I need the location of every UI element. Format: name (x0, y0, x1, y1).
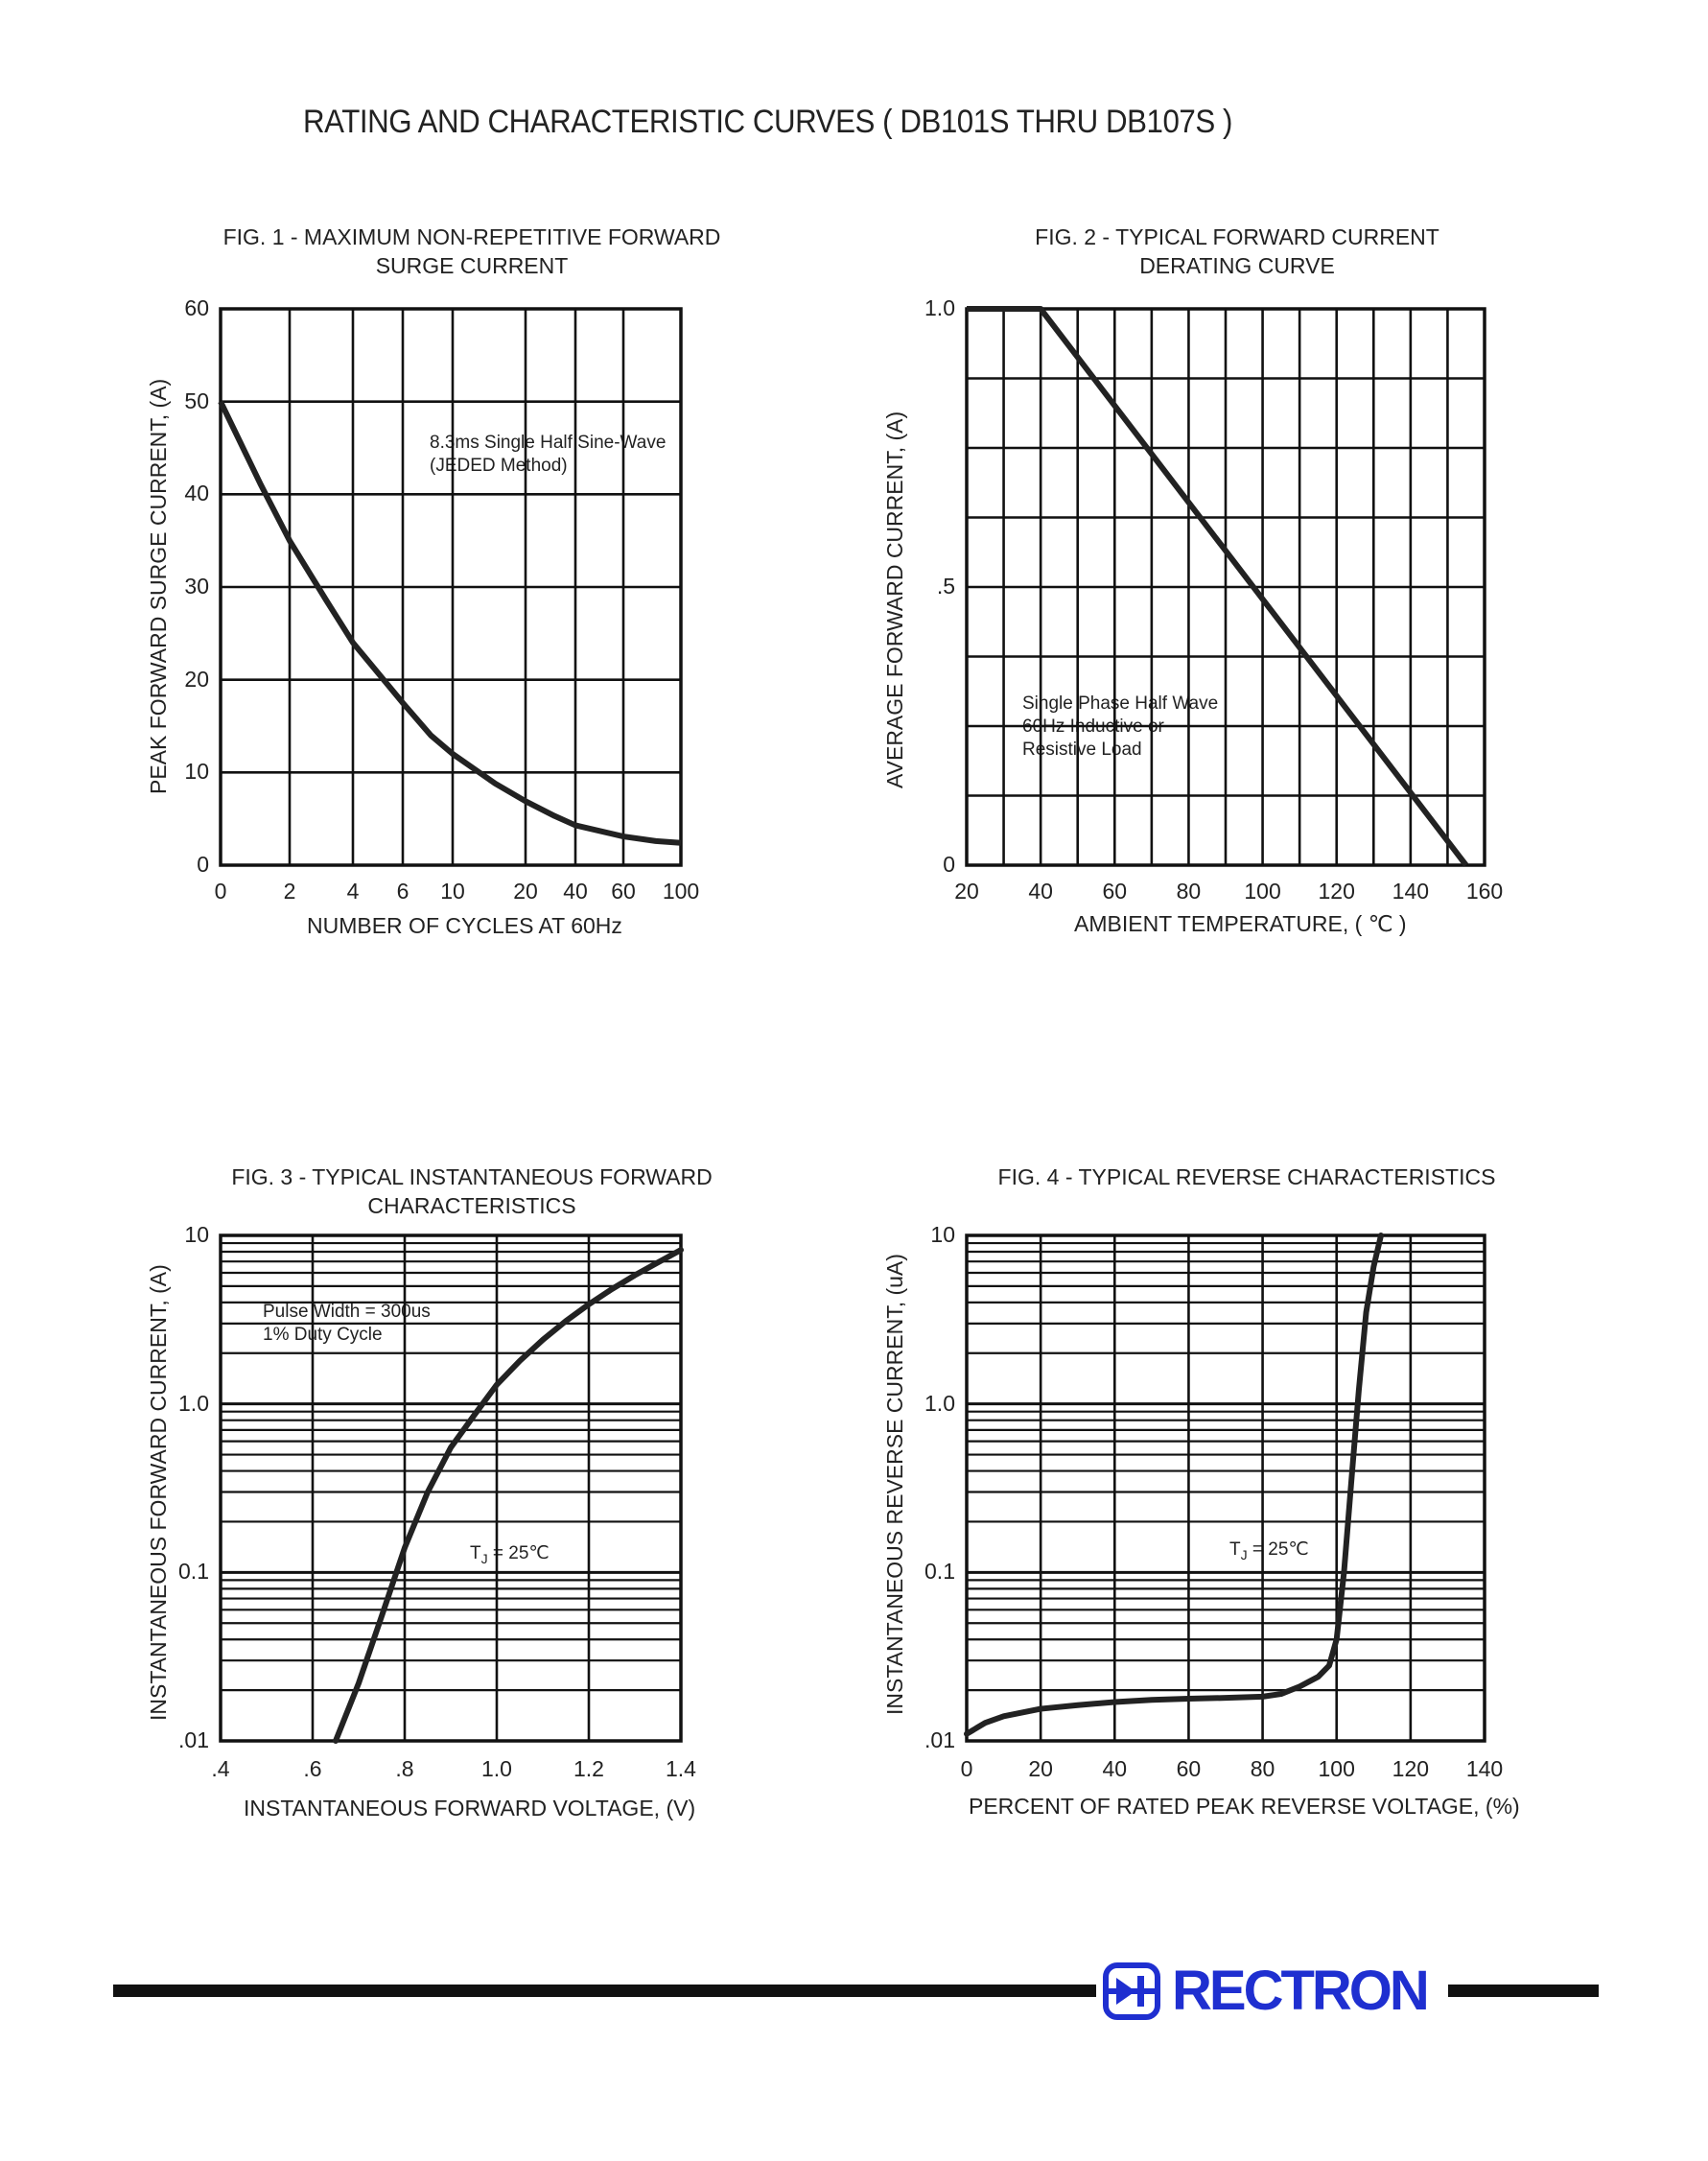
fig2-x-tick: 140 (1392, 879, 1430, 904)
fig2-annotation-line-3: Resistive Load (1022, 740, 1142, 760)
fig1-curve (218, 400, 682, 846)
fig4-y-tick: .01 (924, 1727, 955, 1752)
fig2-x-tick: 160 (1465, 879, 1504, 904)
fig1-frame (219, 307, 683, 867)
fig2-annotation-line-1: Single Phase Half Wave (1022, 693, 1219, 714)
fig3-x-tick: 1.2 (573, 1756, 604, 1781)
fig4-tj-main: T (1229, 1539, 1241, 1560)
fig2-x-tick: 60 (1102, 879, 1128, 904)
footer-rule-right (1448, 1985, 1599, 1997)
fig4-tj-rest: = 25℃ (1247, 1539, 1309, 1560)
fig1-annotation-line-1: 8.3ms Single Half Sine-Wave (430, 433, 667, 453)
fig1-y-tick: 50 (184, 388, 209, 413)
fig4-tj-sub: J (1240, 1546, 1248, 1562)
fig4-tj-annotation: TJ = 25℃ (1228, 1539, 1311, 1566)
fig3-x-tick: .6 (303, 1756, 322, 1781)
fig2-title-line-1: FIG. 2 - TYPICAL FORWARD CURRENT (1035, 224, 1439, 249)
brand-name: RECTRON (1172, 1960, 1430, 2022)
fig1-x-tick: 0 (214, 879, 227, 904)
fig3-y-tick: 1.0 (178, 1390, 209, 1416)
fig1-y-tick: 60 (184, 295, 209, 320)
fig4-x-tick: 20 (1028, 1756, 1053, 1781)
fig3-curve (333, 1247, 684, 1744)
fig2-y-tick: 1.0 (924, 295, 955, 320)
fig1-x-tick: 10 (440, 879, 465, 904)
fig3-x-tick: .8 (395, 1756, 414, 1781)
fig3-y-tick: 0.1 (178, 1559, 209, 1585)
fig1-x-tick: 40 (563, 879, 588, 904)
fig2-y-tick: 0 (943, 852, 955, 877)
fig1-x-tick: 100 (662, 879, 700, 904)
fig3-x-tick: 1.4 (666, 1756, 696, 1781)
fig4-x-tick: 60 (1176, 1756, 1202, 1781)
fig3-tj-rest: = 25℃ (487, 1543, 550, 1563)
fig1-title-line-2: SURGE CURRENT (375, 253, 569, 278)
fig1-x-tick: 4 (346, 879, 360, 904)
fig2-y-tick: .5 (936, 574, 955, 599)
fig1-xlabel: NUMBER OF CYCLES AT 60Hz (307, 913, 622, 938)
fig4-frame (965, 1233, 1486, 1743)
fig1-annotation-line-2: (JEDED Method) (430, 456, 568, 476)
fig2-title: FIG. 2 - TYPICAL FORWARD CURRENT DERATIN… (978, 223, 1496, 280)
fig1-x-tick: 2 (283, 879, 296, 904)
fig4-x-tick: 80 (1250, 1756, 1275, 1781)
fig1-x-tick: 20 (513, 879, 538, 904)
fig3-tj-sub: J (480, 1550, 488, 1566)
fig3-tj-annotation: TJ = 25℃ (468, 1542, 551, 1570)
fig3-title: FIG. 3 - TYPICAL INSTANTANEOUS FORWARD C… (213, 1163, 731, 1220)
footer-rule-left (113, 1985, 1096, 1997)
fig3-y-tick: 10 (184, 1222, 209, 1247)
fig2-x-tick: 100 (1244, 879, 1281, 904)
fig1-annotation: 8.3ms Single Half Sine-Wave (JEDED Metho… (428, 432, 668, 478)
fig1-x-tick: 6 (396, 879, 409, 904)
fig3-tj-main: T (470, 1543, 481, 1563)
fig4-y-tick: 0.1 (924, 1559, 955, 1585)
page-title: RATING AND CHARACTERISTIC CURVES ( DB101… (303, 104, 1232, 140)
fig4-y-tick: 1.0 (924, 1390, 955, 1416)
fig1-y-tick: 30 (184, 574, 209, 599)
rectron-logo: RECTRON (1103, 1960, 1443, 2022)
fig4-x-tick: 140 (1465, 1756, 1504, 1781)
fig1-y-tick: 0 (197, 852, 209, 877)
fig2-x-tick: 120 (1318, 879, 1355, 904)
fig2-x-tick: 20 (954, 879, 979, 904)
fig1-y-tick: 40 (184, 481, 209, 506)
fig4-x-tick: 100 (1318, 1756, 1355, 1781)
fig3-x-tick: 1.0 (481, 1756, 512, 1781)
fig1-y-tick: 20 (184, 666, 209, 692)
fig2-title-line-2: DERATING CURVE (1139, 253, 1335, 278)
fig4-curve (964, 1233, 1384, 1737)
fig1-title: FIG. 1 - MAXIMUM NON-REPETITIVE FORWARD … (213, 223, 731, 280)
fig2-xlabel: AMBIENT TEMPERATURE, ( ℃ ) (1074, 911, 1407, 936)
fig4-title-line-1: FIG. 4 - TYPICAL REVERSE CHARACTERISTICS (997, 1164, 1496, 1189)
fig4-x-tick: 0 (960, 1756, 973, 1781)
fig4-y-tick: 10 (930, 1222, 955, 1247)
fig4-title: FIG. 4 - TYPICAL REVERSE CHARACTERISTICS (969, 1163, 1525, 1191)
fig2-frame (965, 307, 1486, 867)
fig3-y-tick: .01 (178, 1727, 209, 1752)
fig1-x-tick: 60 (611, 879, 636, 904)
fig1-title-line-1: FIG. 1 - MAXIMUM NON-REPETITIVE FORWARD (222, 224, 721, 249)
fig3-x-tick: .4 (211, 1756, 230, 1781)
fig2-curve (967, 306, 1469, 867)
rectron-logo-icon (1103, 1962, 1160, 2020)
fig3-annotation-line-2: 1% Duty Cycle (263, 1325, 383, 1345)
fig1-y-tick: 10 (184, 759, 209, 785)
fig4-xlabel: PERCENT OF RATED PEAK REVERSE VOLTAGE, (… (969, 1794, 1520, 1819)
fig3-title-line-2: CHARACTERISTICS (367, 1193, 576, 1218)
fig3-frame (219, 1233, 683, 1743)
fig2-x-tick: 40 (1028, 879, 1053, 904)
fig3-xlabel: INSTANTANEOUS FORWARD VOLTAGE, (V) (244, 1796, 696, 1820)
fig4-x-tick: 40 (1102, 1756, 1128, 1781)
fig3-title-line-1: FIG. 3 - TYPICAL INSTANTANEOUS FORWARD (231, 1164, 713, 1189)
fig3-annotation-line-1: Pulse Width = 300us (263, 1302, 431, 1322)
fig2-x-tick: 80 (1176, 879, 1202, 904)
fig4-x-tick: 120 (1392, 1756, 1430, 1781)
